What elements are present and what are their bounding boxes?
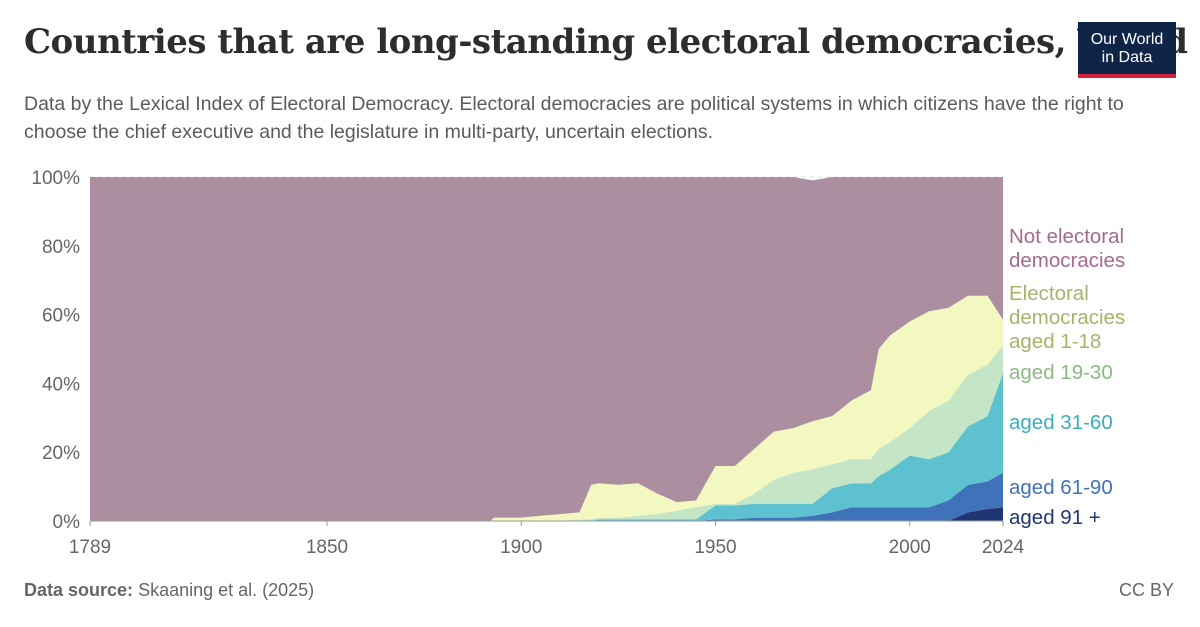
y-axis-ticks: 0% 20% 40% 60% 80% 100% [31, 168, 80, 533]
logo-line-1: Our World [1090, 31, 1164, 48]
series-label: aged 91 + [1009, 506, 1101, 529]
y-tick-label: 100% [31, 168, 80, 189]
x-tick-label: 1900 [500, 537, 542, 558]
data-source: Data source: Skaaning et al. (2025) [24, 580, 314, 601]
area-aged-31-60[interactable] [90, 373, 1003, 521]
data-source-text[interactable]: Skaaning et al. (2025) [138, 580, 315, 600]
x-axis-ticks: 1789 1850 1900 1950 2000 2024 [69, 520, 1025, 558]
series-label: Electoral [1009, 282, 1089, 305]
area-aged-1-18[interactable] [90, 295, 1003, 521]
y-tick-label: 40% [42, 374, 80, 395]
data-source-label: Data source: [24, 580, 134, 600]
x-tick-label: 1789 [69, 537, 111, 558]
logo-line-2: in Data [1101, 49, 1153, 66]
series-label: aged 1-18 [1009, 330, 1101, 353]
series-labels: Not electoraldemocraciesElectoraldemocra… [1009, 225, 1125, 529]
area-series [90, 177, 1003, 521]
series-label: Not electoral [1009, 225, 1124, 248]
area-not-electoral-democracies[interactable] [90, 177, 1003, 521]
series-label: democracies [1009, 249, 1125, 272]
y-tick-label: 60% [42, 306, 80, 327]
x-tick-label: 2024 [982, 537, 1025, 558]
stacked-area-chart: 0% 20% 40% 60% 80% 100% 1789 1850 1900 1950 2000 2… [31, 168, 1125, 558]
owid-logo[interactable]: Our World in Data [1078, 22, 1176, 78]
chart-title: Countries that are long-standing elector… [24, 22, 1188, 62]
license[interactable]: CC BY [1118, 580, 1174, 600]
x-tick-label: 2000 [889, 537, 931, 558]
y-tick-label: 20% [42, 443, 80, 464]
area-aged-61-90[interactable] [90, 472, 1003, 521]
series-label: aged 31-60 [1009, 411, 1113, 434]
series-label: aged 61-90 [1009, 476, 1113, 499]
series-label: aged 19-30 [1009, 361, 1113, 384]
series-label: democracies [1009, 306, 1125, 329]
y-tick-label: 0% [53, 512, 81, 533]
chart-subtitle: Data by the Lexical Index of Electoral D… [24, 93, 1124, 143]
x-tick-label: 1850 [306, 537, 348, 558]
y-tick-label: 80% [42, 237, 80, 258]
x-tick-label: 1950 [694, 537, 736, 558]
